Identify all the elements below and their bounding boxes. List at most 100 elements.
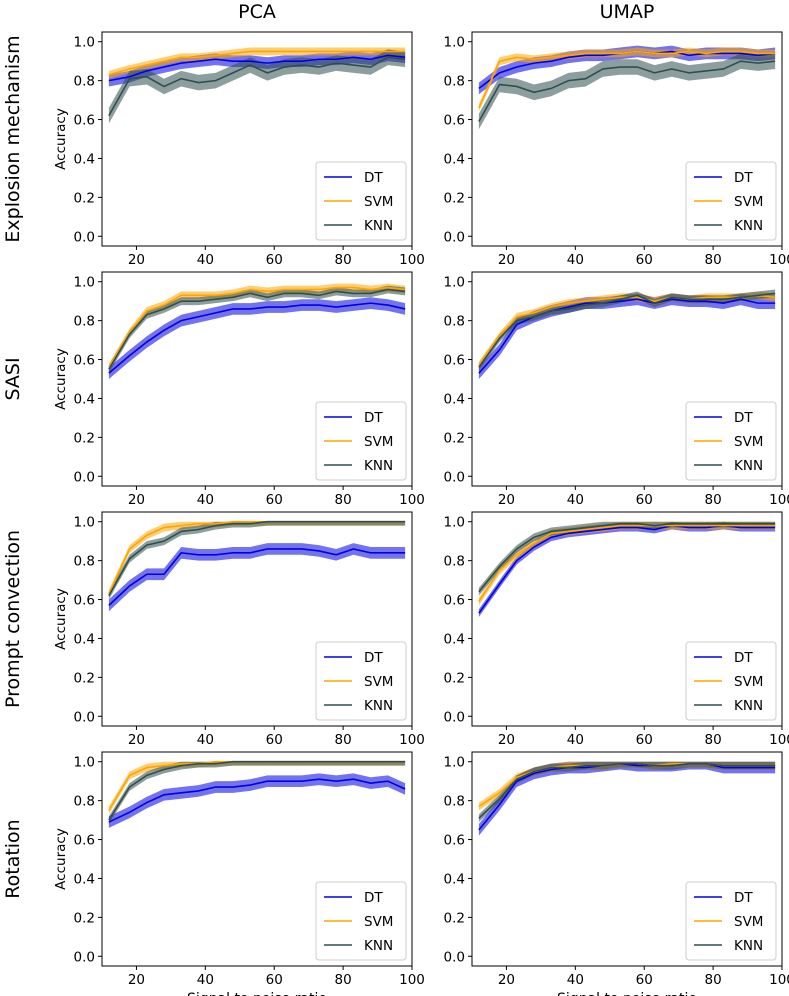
band-dt <box>108 297 406 379</box>
y-tick-label: 0.8 <box>74 554 95 570</box>
legend: DT SVM KNN <box>685 881 777 961</box>
y-tick-label: 1.0 <box>444 275 465 291</box>
plot-area <box>478 521 776 618</box>
y-tick-label: 0.6 <box>444 593 465 609</box>
y-tick-label: 0.6 <box>444 113 465 129</box>
series-line-knn <box>108 760 406 821</box>
x-tick-label: 40 <box>197 492 214 508</box>
series-line-knn <box>478 522 776 593</box>
y-tick-label: 0.8 <box>444 554 465 570</box>
column-title: UMAP <box>600 1 655 23</box>
legend-label: SVM <box>364 194 393 210</box>
series-line-svm <box>108 286 406 368</box>
legend-label: DT <box>734 170 753 186</box>
x-tick-label: 100 <box>769 492 789 508</box>
x-tick-label: 100 <box>769 732 789 748</box>
x-tick-label: 40 <box>567 732 584 748</box>
panels: 0.0 0.2 0.4 0.6 0.8 1.0 20 40 60 80 100 Accuracy DT S… <box>53 31 789 996</box>
series-line-dt <box>108 548 406 606</box>
y-tick-label: 0.8 <box>444 794 465 810</box>
y-tick-label: 1.0 <box>74 35 95 51</box>
y-tick-label: 0.4 <box>74 631 95 647</box>
band-dt <box>108 543 406 612</box>
axes-frame <box>101 31 413 247</box>
y-axis-label: Accuracy <box>53 828 69 890</box>
y-tick-label: 0.2 <box>444 910 465 926</box>
x-tick-label: 40 <box>567 252 584 268</box>
x-tick-label: 80 <box>705 732 722 748</box>
x-tick-label: 20 <box>128 732 145 748</box>
chart-panel: 0.0 0.2 0.4 0.6 0.8 1.0 20 40 60 80 100 Accuracy Sig… <box>53 751 425 996</box>
series-line-dt <box>108 302 406 374</box>
x-tick-label: 80 <box>705 492 722 508</box>
band-knn <box>478 53 776 130</box>
y-tick-label: 0.4 <box>74 391 95 407</box>
series-line-svm <box>478 50 776 109</box>
legend-frame <box>315 881 407 961</box>
axes-frame <box>101 271 413 487</box>
series-line-knn <box>108 56 406 117</box>
x-tick-label: 40 <box>567 492 584 508</box>
x-axis-label: Signal to noise ratio <box>187 991 327 996</box>
legend-frame <box>315 401 407 481</box>
band-dt <box>478 293 776 379</box>
y-tick-label: 0.0 <box>444 709 465 725</box>
x-tick-label: 20 <box>498 492 515 508</box>
y-axis-label: Accuracy <box>53 588 69 650</box>
chart-panel: 0.0 0.2 0.4 0.6 0.8 1.0 20 40 60 80 100 DT SVM KNN <box>444 271 789 508</box>
y-tick-label: 0.6 <box>74 833 95 849</box>
y-tick-label: 0.2 <box>444 190 465 206</box>
plot-area <box>478 45 776 130</box>
x-tick-label: 20 <box>498 732 515 748</box>
x-tick-label: 60 <box>266 732 283 748</box>
y-tick-label: 1.0 <box>74 755 95 771</box>
legend-label: DT <box>364 650 383 666</box>
band-dt <box>108 773 406 828</box>
legend: DT SVM KNN <box>685 161 777 241</box>
y-tick-label: 0.2 <box>444 430 465 446</box>
legend-label: KNN <box>364 938 393 954</box>
band-dt <box>478 521 776 618</box>
x-tick-label: 60 <box>636 972 653 988</box>
x-tick-label: 20 <box>128 492 145 508</box>
legend-frame <box>685 161 777 241</box>
y-tick-label: 0.8 <box>74 74 95 90</box>
legend: DT SVM KNN <box>315 641 407 721</box>
x-tick-label: 60 <box>266 972 283 988</box>
x-tick-label: 60 <box>636 492 653 508</box>
legend-label: SVM <box>734 194 763 210</box>
x-tick-label: 60 <box>266 252 283 268</box>
x-tick-label: 100 <box>399 252 425 268</box>
series-line-knn <box>108 288 406 370</box>
y-tick-label: 1.0 <box>74 275 95 291</box>
x-tick-label: 20 <box>498 252 515 268</box>
legend-label: KNN <box>364 218 393 234</box>
y-tick-label: 0.0 <box>444 949 465 965</box>
y-tick-label: 0.4 <box>74 151 95 167</box>
chart-panel: 0.0 0.2 0.4 0.6 0.8 1.0 20 40 60 80 100 Signal to n… <box>444 751 789 996</box>
x-tick-label: 80 <box>335 492 352 508</box>
x-tick-label: 40 <box>197 732 214 748</box>
series-line-knn <box>478 762 776 819</box>
x-tick-label: 20 <box>498 972 515 988</box>
legend-label: SVM <box>734 434 763 450</box>
x-tick-label: 60 <box>636 252 653 268</box>
y-tick-label: 0.0 <box>444 229 465 245</box>
series-line-dt <box>108 778 406 823</box>
x-tick-label: 100 <box>769 972 789 988</box>
y-tick-label: 0.0 <box>74 709 95 725</box>
x-tick-label: 20 <box>128 972 145 988</box>
plot-area <box>108 520 406 612</box>
legend-label: DT <box>364 410 383 426</box>
y-tick-label: 1.0 <box>444 755 465 771</box>
y-tick-label: 1.0 <box>444 35 465 51</box>
series-line-svm <box>478 524 776 602</box>
series-line-knn <box>108 520 406 597</box>
chart-panel: 0.0 0.2 0.4 0.6 0.8 1.0 20 40 60 80 100 DT SVM KNN <box>444 511 789 748</box>
band-svm <box>478 521 776 606</box>
legend-label: DT <box>364 170 383 186</box>
axes-frame <box>101 511 413 727</box>
plot-area <box>108 283 406 379</box>
series-line-dt <box>478 524 776 614</box>
